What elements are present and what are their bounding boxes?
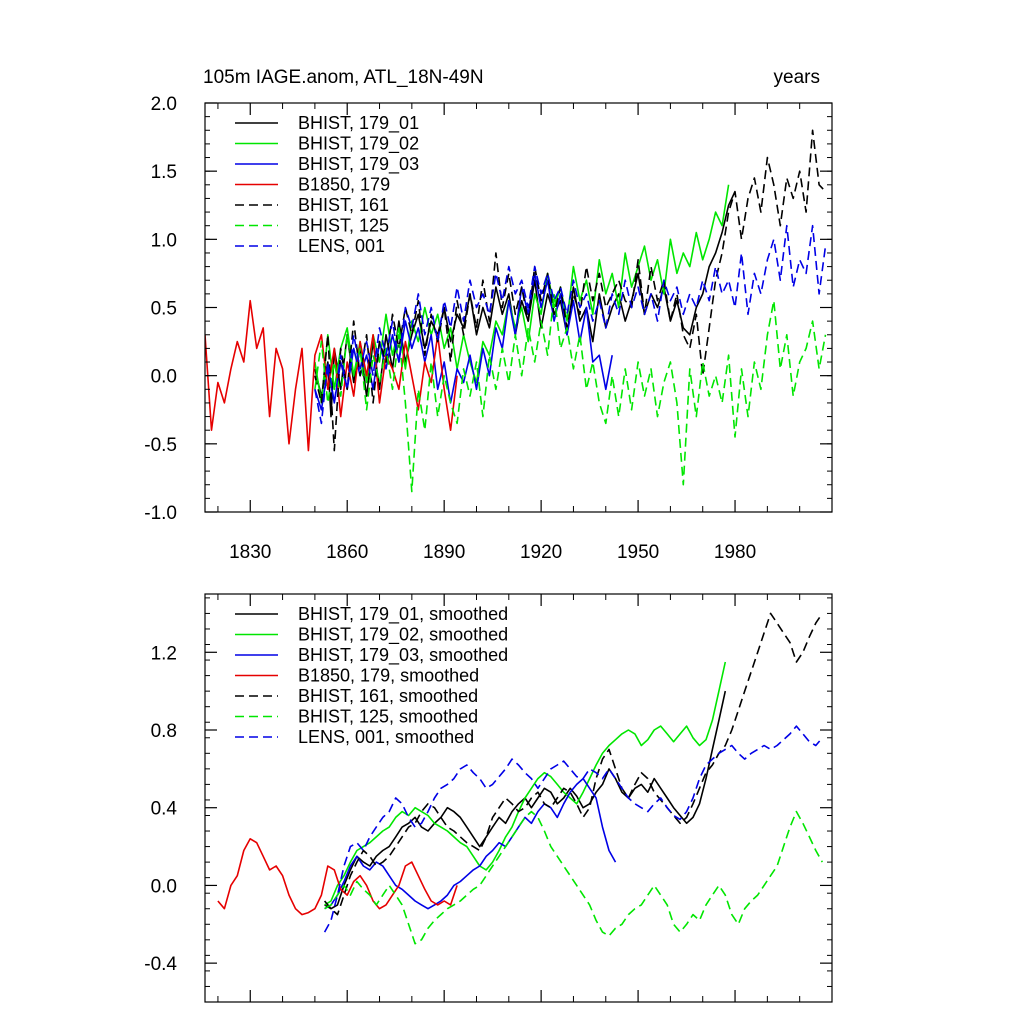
legend-label: BHIST, 179_01	[298, 113, 419, 134]
top-panel: 1830 1860 1890 1920 1950 1980 -1.0 -0.5 0.0 0.5 1.…	[144, 67, 833, 563]
x-tick-label: 1830	[229, 542, 271, 563]
series-line-5	[323, 612, 823, 916]
legend-label: BHIST, 161, smoothed	[298, 686, 478, 706]
series-line-4	[217, 838, 458, 916]
top-ticks-layer: 1830 1860 1890 1920 1950 1980 -1.0 -0.5 0.0 0.5 1.…	[144, 94, 833, 563]
legend-label: BHIST, 179_03	[298, 154, 419, 175]
y-tick-label: 0.0	[151, 367, 177, 388]
series-line-5	[314, 129, 827, 452]
bottom-plot-frame	[204, 593, 833, 1003]
top-chart-units: years	[774, 67, 820, 88]
x-tick-label: 1920	[520, 542, 562, 563]
top-series-layer	[205, 129, 827, 493]
bottom-ticks-layer: -0.4 0.0 0.4 0.8 1.2	[144, 594, 833, 1003]
y-tick-label: 0.0	[151, 876, 177, 897]
series-line-3	[324, 777, 617, 910]
x-tick-label: 1890	[423, 542, 465, 563]
y-tick-label: 0.4	[151, 799, 178, 820]
legend-label: BHIST, 179_02	[298, 134, 419, 155]
y-tick-label: 1.0	[151, 230, 177, 251]
y-tick-label: -0.5	[144, 435, 177, 456]
legend-label: BHIST, 125, smoothed	[298, 707, 478, 727]
y-tick-label: -1.0	[144, 503, 177, 524]
legend-label: BHIST, 179_01, smoothed	[298, 604, 508, 625]
y-tick-label: 1.2	[151, 643, 177, 664]
legend-label: BHIST, 179_02, smoothed	[298, 625, 508, 646]
series-line-1	[314, 191, 736, 418]
y-tick-label: 1.5	[151, 162, 177, 183]
legend-label: LENS, 001, smoothed	[298, 727, 474, 747]
series-line-2	[314, 184, 730, 404]
series-line-4	[205, 299, 458, 452]
series-line-2	[324, 661, 727, 906]
series-line-6	[324, 810, 823, 945]
y-tick-label: 0.5	[151, 299, 177, 320]
x-tick-label: 1980	[714, 542, 756, 563]
bottom-series-layer	[217, 612, 823, 945]
x-tick-label: 1860	[326, 542, 368, 563]
y-tick-label: -0.4	[144, 954, 177, 975]
legend-label: BHIST, 179_03, smoothed	[298, 645, 508, 666]
legend-label: B1850, 179	[298, 175, 390, 195]
legend-label: B1850, 179, smoothed	[298, 666, 479, 686]
top-chart-title: 105m IAGE.anom, ATL_18N-49N	[203, 67, 484, 88]
legend-label: BHIST, 161	[298, 195, 389, 215]
series-line-7	[323, 725, 823, 933]
series-line-6	[314, 293, 827, 493]
legend-label: LENS, 001	[298, 236, 385, 256]
x-tick-label: 1950	[617, 542, 659, 563]
bottom-panel: -0.4 0.0 0.4 0.8 1.2 BHIST, 179_01, smoothed…	[144, 593, 833, 1003]
y-tick-label: 0.8	[151, 721, 177, 742]
series-line-7	[314, 224, 827, 425]
legend-label: BHIST, 125	[298, 216, 389, 236]
y-tick-label: 2.0	[151, 94, 177, 115]
